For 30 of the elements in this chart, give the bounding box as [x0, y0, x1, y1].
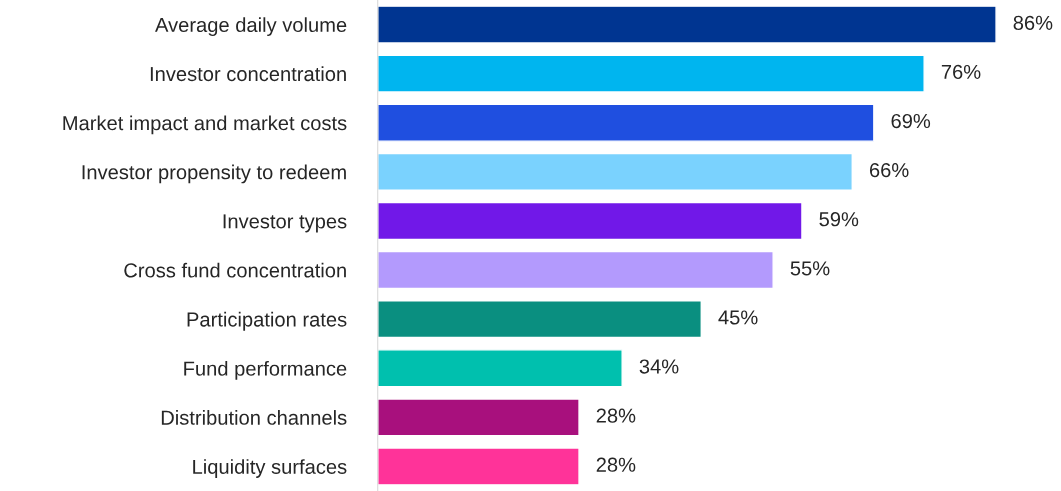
data-label: 45% — [718, 310, 758, 325]
bar — [377, 447, 580, 486]
bar — [377, 103, 875, 142]
data-label: 69% — [891, 113, 931, 129]
y-tick-label: Average daily volume — [155, 17, 347, 37]
y-tick-label: Investor propensity to redeem — [82, 164, 346, 184]
y-tick-label: Fund performance — [184, 360, 347, 380]
y-tick-label: Market impact and market costs — [63, 115, 347, 135]
bar — [377, 398, 580, 437]
y-tick-label: Investor types — [223, 214, 347, 233]
bar — [377, 201, 803, 241]
data-label: 66% — [869, 163, 909, 178]
bar — [377, 5, 997, 44]
y-tick-label: Liquidity surfaces — [193, 459, 347, 478]
bar — [377, 300, 702, 339]
bar — [377, 54, 925, 93]
y-tick-label: Cross fund concentration — [124, 262, 346, 278]
y-tick-label: Distribution channels — [161, 410, 347, 425]
bar — [377, 250, 774, 290]
data-label: 34% — [639, 359, 679, 374]
data-label: 76% — [941, 64, 981, 80]
data-label: 59% — [819, 212, 859, 227]
data-label: 86% — [1013, 15, 1053, 30]
data-label: 28% — [596, 408, 636, 423]
bar — [377, 152, 853, 191]
data-label: 55% — [790, 261, 830, 276]
data-label: 28% — [596, 457, 636, 472]
y-tick-label: Investor concentration — [150, 66, 346, 82]
y-tick-label: Participation rates — [187, 311, 347, 331]
bar — [377, 349, 623, 388]
